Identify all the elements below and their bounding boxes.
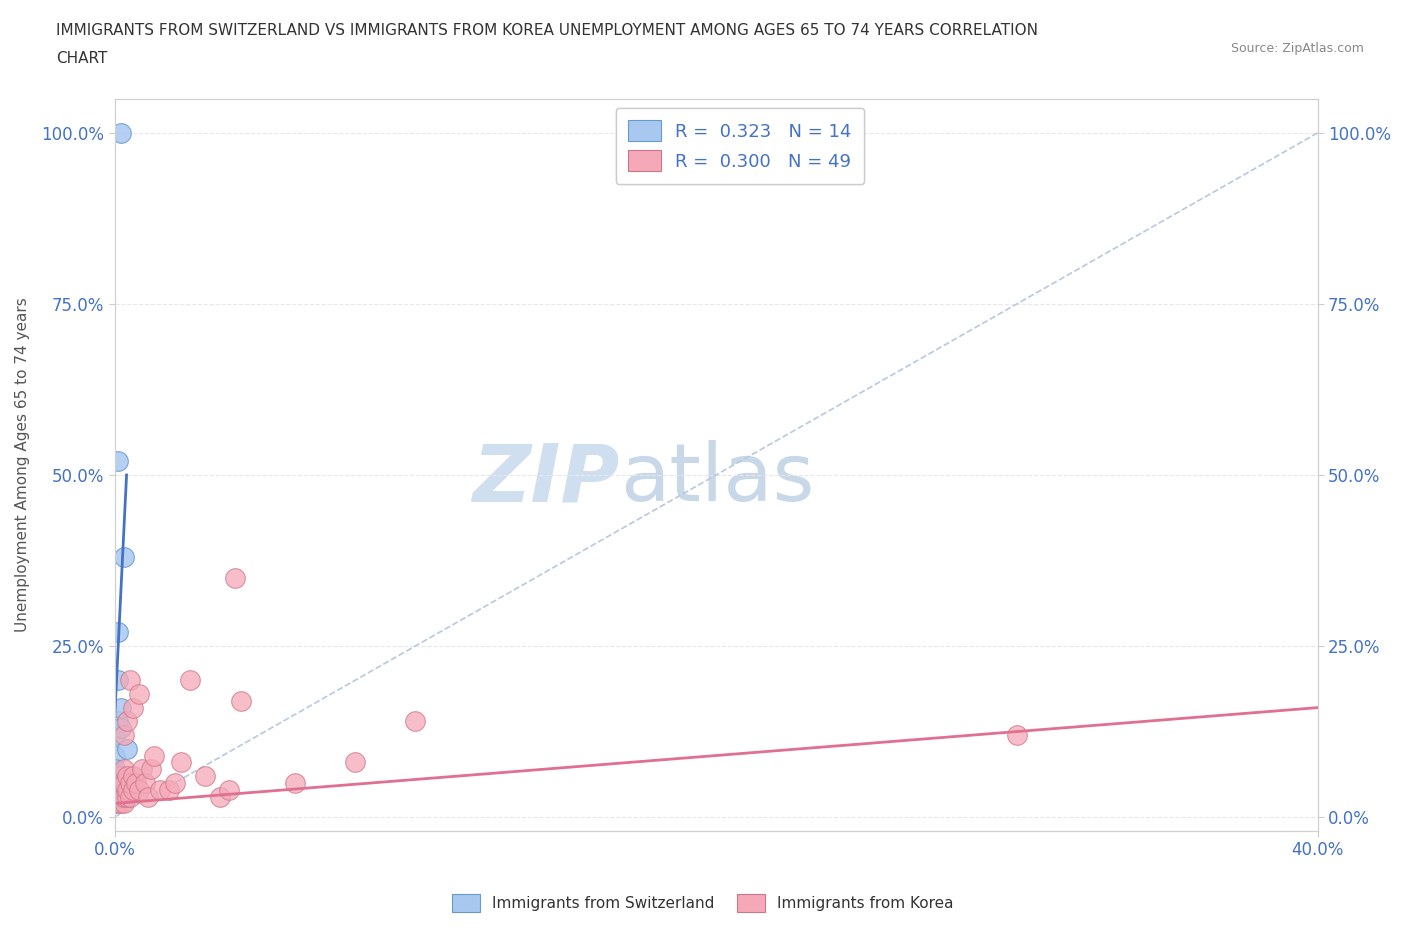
Point	[103, 748, 125, 763]
Point	[163, 776, 186, 790]
Point	[224, 570, 246, 585]
Point	[110, 796, 132, 811]
Point	[112, 790, 135, 804]
Point	[404, 714, 426, 729]
Point	[110, 721, 132, 736]
Point	[115, 782, 138, 797]
Point	[110, 126, 132, 140]
Point	[131, 762, 153, 777]
Point	[107, 714, 129, 729]
Point	[157, 782, 180, 797]
Point	[218, 782, 240, 797]
Point	[115, 714, 138, 729]
Point	[284, 776, 307, 790]
Point	[128, 782, 150, 797]
Point	[115, 790, 138, 804]
Point	[118, 790, 141, 804]
Point	[208, 790, 231, 804]
Text: IMMIGRANTS FROM SWITZERLAND VS IMMIGRANTS FROM KOREA UNEMPLOYMENT AMONG AGES 65 : IMMIGRANTS FROM SWITZERLAND VS IMMIGRANT…	[56, 23, 1038, 38]
Point	[170, 755, 193, 770]
Point	[103, 727, 125, 742]
Point	[112, 550, 135, 565]
Point	[344, 755, 367, 770]
Point	[107, 454, 129, 469]
Point	[103, 790, 125, 804]
Point	[107, 796, 129, 811]
Point	[139, 762, 162, 777]
Point	[103, 796, 125, 811]
Point	[115, 768, 138, 783]
Point	[103, 782, 125, 797]
Point	[194, 768, 217, 783]
Point	[128, 686, 150, 701]
Point	[1005, 727, 1028, 742]
Point	[110, 776, 132, 790]
Text: ZIP: ZIP	[472, 441, 620, 518]
Point	[136, 790, 159, 804]
Point	[121, 782, 143, 797]
Point	[118, 776, 141, 790]
Point	[112, 762, 135, 777]
Point	[149, 782, 172, 797]
Point	[121, 700, 143, 715]
Point	[124, 776, 146, 790]
Point	[110, 790, 132, 804]
Point	[112, 796, 135, 811]
Point	[118, 672, 141, 687]
Point	[110, 700, 132, 715]
Point	[107, 768, 129, 783]
Point	[142, 748, 165, 763]
Point	[103, 782, 125, 797]
Point	[110, 782, 132, 797]
Point	[110, 768, 132, 783]
Point	[103, 762, 125, 777]
Point	[107, 672, 129, 687]
Point	[107, 790, 129, 804]
Text: CHART: CHART	[56, 51, 108, 66]
Point	[112, 776, 135, 790]
Point	[121, 768, 143, 783]
Point	[107, 782, 129, 797]
Legend: Immigrants from Switzerland, Immigrants from Korea: Immigrants from Switzerland, Immigrants …	[446, 888, 960, 918]
Point	[115, 741, 138, 756]
Legend: R =  0.323   N = 14, R =  0.300   N = 49: R = 0.323 N = 14, R = 0.300 N = 49	[616, 108, 865, 184]
Y-axis label: Unemployment Among Ages 65 to 74 years: Unemployment Among Ages 65 to 74 years	[15, 298, 30, 632]
Point	[107, 776, 129, 790]
Point	[107, 625, 129, 640]
Text: atlas: atlas	[620, 441, 814, 518]
Point	[229, 694, 252, 709]
Point	[112, 727, 135, 742]
Text: Source: ZipAtlas.com: Source: ZipAtlas.com	[1230, 42, 1364, 55]
Point	[134, 776, 156, 790]
Point	[179, 672, 201, 687]
